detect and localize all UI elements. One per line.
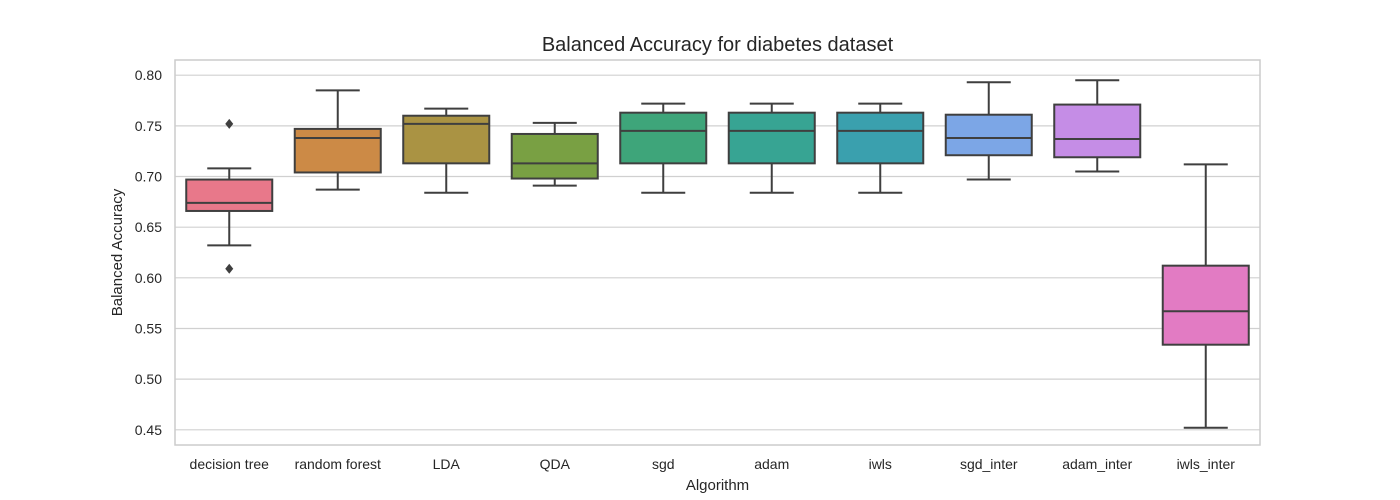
outlier-point: [225, 118, 234, 129]
box-group: [293, 89, 382, 191]
iqr-box: [1161, 264, 1250, 346]
y-tick-label: 0.65: [135, 219, 162, 235]
iqr-box: [293, 127, 382, 174]
iqr-box: [836, 111, 925, 165]
box-layer: [185, 79, 1250, 429]
y-tick-label: 0.80: [135, 67, 162, 83]
y-tick-label: 0.60: [135, 270, 162, 286]
y-axis-label: Balanced Accuracy: [109, 188, 126, 316]
y-tick-label: 0.75: [135, 118, 162, 134]
box-group: [510, 121, 599, 187]
chart-title: Balanced Accuracy for diabetes dataset: [542, 34, 894, 56]
x-tick-label: sgd: [652, 456, 675, 472]
x-tick-label: decision tree: [190, 456, 270, 472]
x-tick-label: random forest: [295, 456, 381, 472]
box-group: [944, 81, 1033, 181]
iqr-box: [944, 113, 1033, 157]
box-group: [185, 118, 274, 274]
x-tick-label: iwls: [869, 456, 892, 472]
box-group: [619, 102, 708, 194]
axis-layer: 0.45 0.50 0.55 0.60 0.65 0.70 0.75 0.80 decision…: [135, 67, 1236, 472]
x-tick-label: adam_inter: [1062, 456, 1132, 472]
iqr-box: [185, 178, 274, 212]
x-tick-label: sgd_inter: [960, 456, 1018, 472]
iqr-box: [727, 111, 816, 165]
box-group: [836, 102, 925, 194]
x-tick-label: adam: [754, 456, 789, 472]
iqr-box: [510, 132, 599, 180]
x-tick-label: iwls_inter: [1177, 456, 1236, 472]
box-group: [727, 102, 816, 194]
x-axis-label: Algorithm: [686, 477, 749, 494]
plot-frame: [174, 59, 1261, 446]
grid-layer: [175, 74, 1260, 431]
x-tick-label: LDA: [433, 456, 461, 472]
y-tick-label: 0.55: [135, 320, 162, 336]
y-tick-label: 0.70: [135, 169, 162, 185]
x-tick-label: QDA: [540, 456, 571, 472]
outlier-point: [225, 263, 234, 274]
y-tick-label: 0.45: [135, 422, 162, 438]
box-group: [402, 107, 491, 194]
box-group: [1053, 79, 1142, 173]
iqr-box: [1053, 103, 1142, 159]
iqr-box: [619, 111, 708, 165]
box-group: [1161, 163, 1250, 429]
y-tick-label: 0.50: [135, 371, 162, 387]
